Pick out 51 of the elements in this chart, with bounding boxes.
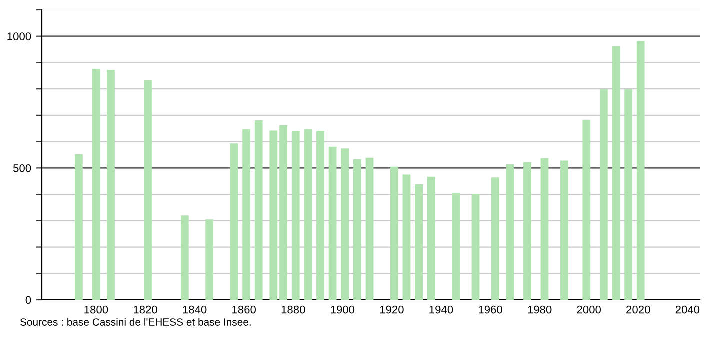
bar (402, 174, 411, 300)
x-tick-label: 1820 (134, 306, 158, 314)
bar (304, 129, 312, 300)
x-tick-label: 1860 (232, 306, 256, 314)
bar (390, 166, 398, 300)
x-tick-label: 2040 (676, 306, 700, 314)
bar (341, 148, 350, 300)
y-tick-label: 1000 (8, 32, 32, 40)
bar (472, 194, 480, 300)
bar (107, 70, 115, 300)
bar (316, 131, 324, 300)
bar (75, 154, 83, 300)
bar (292, 131, 300, 300)
bar (415, 184, 423, 300)
bar (354, 159, 362, 300)
bar (452, 192, 460, 300)
bar (540, 158, 549, 300)
bar (524, 162, 532, 300)
source-note: Sources : base Cassini de l'EHESS et base Insee. (20, 318, 251, 326)
x-tick-label: 2020 (626, 306, 650, 314)
bar (230, 144, 238, 300)
x-tick-label: 1840 (183, 306, 207, 314)
bar (600, 89, 608, 300)
x-tick-label: 1900 (331, 306, 355, 314)
x-tick-label: 1800 (84, 306, 108, 314)
x-tick-label: 1920 (380, 306, 404, 314)
bar (242, 129, 250, 300)
bar (427, 176, 436, 300)
bar (636, 41, 645, 300)
bar (492, 178, 500, 300)
x-tick-label: 1980 (528, 306, 552, 314)
bar (280, 125, 288, 300)
x-tick-label: 1880 (282, 306, 306, 314)
x-tick-label: 1940 (430, 306, 454, 314)
bar (366, 158, 374, 300)
y-tick-label: 0 (26, 296, 32, 304)
bar (254, 120, 263, 300)
bar (328, 146, 337, 300)
x-tick-label: 2000 (577, 306, 602, 314)
bar (270, 130, 278, 300)
bar (560, 160, 568, 300)
bar (144, 80, 152, 300)
bar (206, 220, 214, 300)
bar (92, 69, 100, 300)
bar (612, 46, 620, 300)
bar (582, 120, 591, 300)
x-tick-label: 1960 (479, 306, 502, 314)
bar (180, 216, 189, 300)
bar (624, 89, 632, 300)
bar (506, 164, 514, 300)
y-tick-label: 500 (13, 164, 32, 172)
